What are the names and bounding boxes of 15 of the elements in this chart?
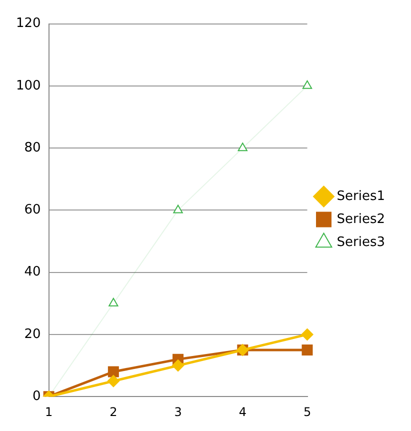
legend-label: Series1 bbox=[336, 188, 385, 204]
y-tick-label: 40 bbox=[24, 264, 41, 280]
y-tick-label: 20 bbox=[24, 326, 41, 342]
legend-label: Series2 bbox=[336, 212, 385, 227]
y-tick-label: 60 bbox=[24, 202, 41, 218]
legend-label: Series3 bbox=[336, 234, 385, 250]
y-tick-label: 0 bbox=[32, 388, 41, 404]
x-tick-label: 1 bbox=[44, 404, 53, 419]
x-tick-label: 4 bbox=[238, 404, 246, 419]
y-tick-label: 100 bbox=[16, 78, 41, 94]
x-tick-label: 2 bbox=[110, 404, 118, 419]
x-tick-label: 5 bbox=[303, 404, 312, 419]
y-tick-label: 80 bbox=[24, 140, 41, 156]
y-tick-label: 120 bbox=[16, 16, 41, 32]
x-tick-label: 3 bbox=[174, 404, 182, 419]
